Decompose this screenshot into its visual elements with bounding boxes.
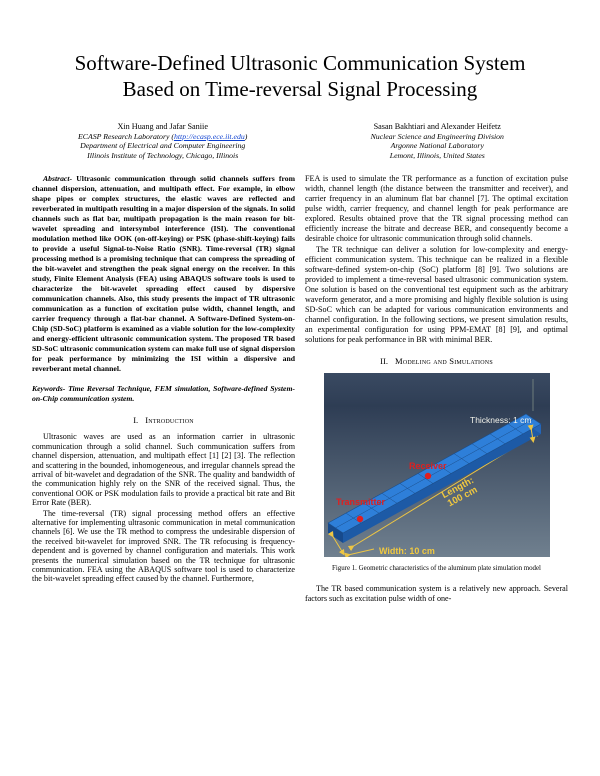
figure1-image: Transmitter Receiver Thickness: 1 cm Len… — [323, 373, 550, 562]
paper-title: Software-Defined Ultrasonic Communicatio… — [32, 50, 568, 102]
transmitter-marker — [356, 516, 363, 523]
receiver-marker — [424, 473, 431, 480]
section2-number: II. — [380, 356, 389, 367]
authors-row: Xin Huang and Jafar Saniie ECASP Researc… — [36, 122, 564, 160]
right-paragraph-1: FEA is used to simulate the TR performan… — [305, 174, 568, 244]
bar-mesh-lines — [334, 419, 534, 529]
abstract-text: Ultrasonic communication through solid c… — [32, 174, 296, 374]
intro-paragraph-1: Ultrasonic waves are used as an informat… — [32, 432, 295, 508]
affiliation-dept-left: Department of Electrical and Computer En… — [80, 141, 246, 151]
width-label: Width: 10 cm — [379, 546, 435, 556]
section2-title: Modeling and Simulations — [395, 356, 493, 367]
affiliation-location-right: Lemont, Illinois, United States — [389, 150, 485, 160]
figure1-caption: Figure 1. Geometric characteristics of t… — [332, 565, 541, 573]
ecasp-lab-link[interactable]: http://ecasp.ece.iit.edu — [173, 131, 245, 141]
section-heading-modeling: II. Modeling and Simulations — [305, 356, 568, 366]
paper-title-line2: Based on Time-reversal Signal Processing — [122, 77, 478, 101]
paper-title-line1: Software-Defined Ultrasonic Communicatio… — [74, 51, 526, 75]
width-leader-line — [343, 548, 374, 559]
two-column-body: Abstract- Ultrasonic communication throu… — [32, 174, 568, 605]
affiliation-lab-left: ECASP Research Laboratory (http://ecasp.… — [36, 132, 289, 142]
author-block-left: Xin Huang and Jafar Saniie ECASP Researc… — [36, 122, 289, 160]
aluminum-plate-simulation-graphic: Transmitter Receiver Thickness: 1 cm Len… — [323, 373, 550, 559]
receiver-label: Receiver — [409, 461, 447, 471]
author-block-right: Sasan Bakhtiari and Alexander Heifetz Nu… — [311, 122, 564, 160]
right-paragraph-3: The TR based communication system is a r… — [305, 583, 568, 603]
right-paragraph-2: The TR technique can deliver a solution … — [305, 245, 568, 345]
section-heading-introduction: I. Introduction — [32, 415, 295, 425]
width-dimension-arrow — [327, 531, 345, 556]
thickness-label: Thickness: 1 cm — [470, 415, 531, 425]
abstract-lead: Abstract- — [43, 174, 73, 184]
keywords-paragraph: Keywords- Time Reversal Technique, FEM s… — [32, 384, 295, 404]
column-right: FEA is used to simulate the TR performan… — [305, 174, 568, 605]
bar-front-face — [342, 424, 541, 544]
affiliation-division-right: Nuclear Science and Engineering Division — [370, 131, 504, 141]
affiliation-inst-left: Illinois Institute of Technology, Chicag… — [87, 150, 239, 160]
column-left: Abstract- Ultrasonic communication throu… — [32, 174, 295, 605]
section1-title: Introduction — [145, 415, 194, 426]
affiliation-lab-prefix: ECASP Research Laboratory ( — [78, 131, 174, 141]
transmitter-label: Transmitter — [336, 497, 386, 507]
section1-number: I. — [133, 415, 139, 426]
author-names-left: Xin Huang and Jafar Saniie — [117, 122, 208, 131]
author-names-right: Sasan Bakhtiari and Alexander Heifetz — [373, 122, 501, 131]
affiliation-lab-right: Argonne National Laboratory — [390, 141, 484, 151]
thickness-dimension-arrow — [527, 424, 535, 444]
abstract-paragraph: Abstract- Ultrasonic communication throu… — [32, 174, 295, 374]
intro-paragraph-2: The time-reversal (TR) signal processing… — [32, 508, 295, 584]
affiliation-lab-suffix: ) — [244, 131, 248, 141]
